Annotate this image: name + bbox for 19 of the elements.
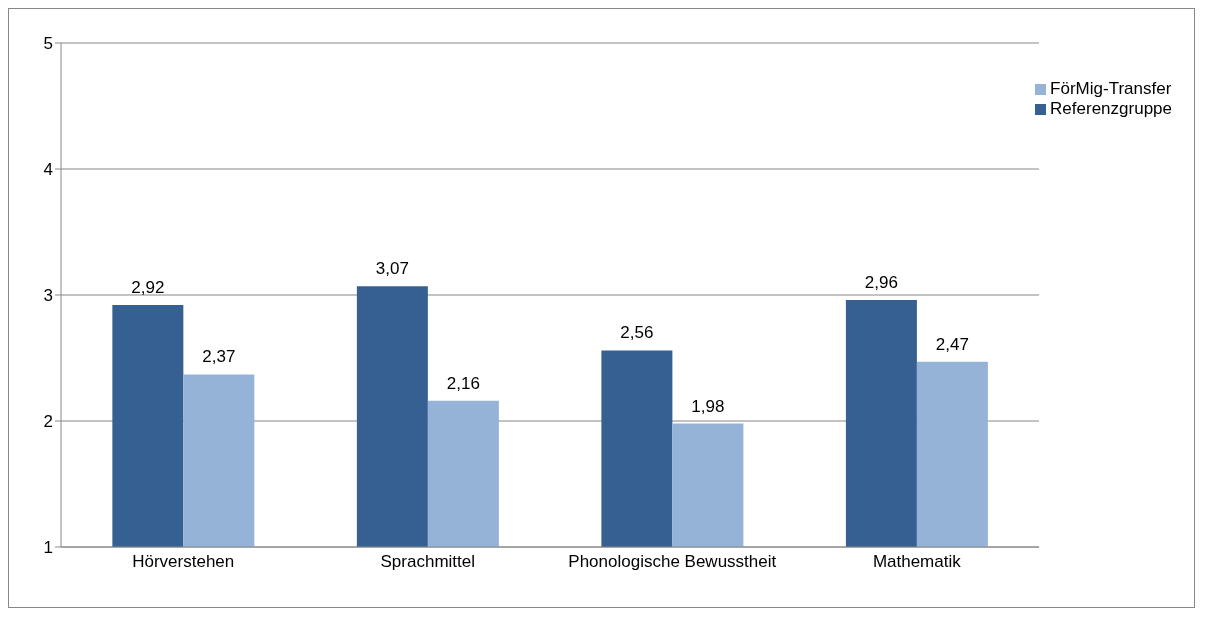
- data-label: 2,47: [935, 334, 969, 354]
- y-tick-label: 1: [43, 538, 53, 558]
- data-label: 1,98: [691, 396, 725, 416]
- y-tick-label: 2: [43, 412, 53, 432]
- y-tick-label: 5: [43, 34, 53, 54]
- legend-label: FörMig-Transfer: [1050, 79, 1172, 98]
- x-tick-label: Sprachmittel: [380, 552, 476, 572]
- data-label: 2,56: [620, 323, 654, 343]
- data-label: 3,07: [375, 259, 409, 279]
- y-tick-label: 3: [43, 286, 53, 306]
- legend-label: Referenzgruppe: [1050, 99, 1172, 118]
- x-tick-label: Phonologische Bewusstheit: [568, 552, 777, 572]
- x-tick-label: Mathematik: [872, 552, 962, 572]
- data-label: 2,96: [864, 273, 898, 293]
- data-label: 2,16: [446, 373, 480, 393]
- data-label: 2,92: [131, 278, 165, 298]
- x-tick-label: Hörverstehen: [132, 552, 235, 572]
- data-label: 2,37: [202, 347, 236, 367]
- y-tick-label: 4: [43, 160, 53, 180]
